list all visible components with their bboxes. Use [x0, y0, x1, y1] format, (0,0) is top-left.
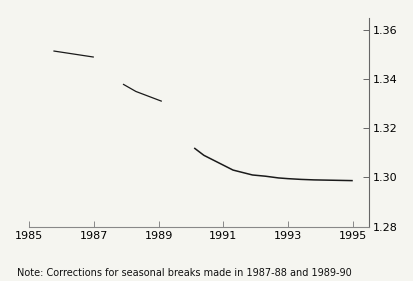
Text: Note: Corrections for seasonal breaks made in 1987-88 and 1989-90: Note: Corrections for seasonal breaks ma… — [17, 268, 351, 278]
